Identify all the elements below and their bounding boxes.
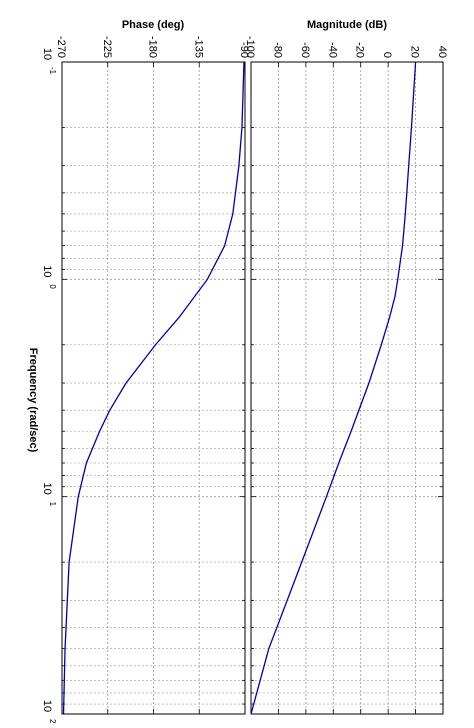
magnitude-tick-label: -60 <box>299 42 311 58</box>
magnitude-tick-label: 0 <box>381 52 393 58</box>
phase-tick-label: -90 <box>238 42 250 58</box>
magnitude-plot: -100 -80 -60 -40 -20 0 20 40 Magnitude (dB) <box>244 19 448 715</box>
magnitude-tick-label: -20 <box>354 42 366 58</box>
frequency-decade-exponent: 1 <box>48 502 57 507</box>
phase-grid <box>62 62 245 714</box>
magnitude-series-line <box>250 61 417 715</box>
magnitude-tick-label: -40 <box>326 42 338 58</box>
magnitude-ticks: -100 -80 -60 -40 -20 0 20 40 <box>244 36 448 714</box>
frequency-decade-base: 10 <box>41 265 53 277</box>
frequency-decade-label: 10 1 <box>41 483 57 507</box>
magnitude-tick-label: -80 <box>271 42 283 58</box>
frequency-decade-label: 10 0 <box>41 265 57 289</box>
frequency-decade-label: 10 -1 <box>41 48 57 75</box>
phase-plot: -270 -225 -180 -135 -90 Phase (deg) <box>55 19 250 715</box>
phase-tick-label: -225 <box>101 36 113 58</box>
magnitude-plot-frame <box>250 61 444 715</box>
magnitude-grid <box>251 62 443 714</box>
phase-title: Phase (deg) <box>122 19 185 31</box>
phase-tick-label: -135 <box>192 36 204 58</box>
magnitude-tick-label: 40 <box>436 46 448 58</box>
frequency-decade-exponent: 0 <box>48 284 57 289</box>
frequency-decade-base: 10 <box>41 700 53 712</box>
frequency-decade-label: 10 2 <box>41 700 57 724</box>
phase-series-line <box>62 61 245 715</box>
frequency-decade-exponent: 2 <box>48 719 57 724</box>
phase-tick-label: -180 <box>147 36 159 58</box>
frequency-decade-base: 10 <box>41 483 53 495</box>
frequency-decade-exponent: -1 <box>48 67 57 75</box>
phase-tick-label: -270 <box>55 36 67 58</box>
magnitude-title: Magnitude (dB) <box>307 19 387 31</box>
magnitude-tick-label: 20 <box>409 46 421 58</box>
magnitude-tick-label: -100 <box>244 36 256 58</box>
frequency-decade-base: 10 <box>41 48 53 60</box>
frequency-axis-label: Frequency (rad/sec) <box>27 348 39 453</box>
frequency-tick-labels: 10 -1 10 0 10 1 10 2 <box>41 48 57 724</box>
